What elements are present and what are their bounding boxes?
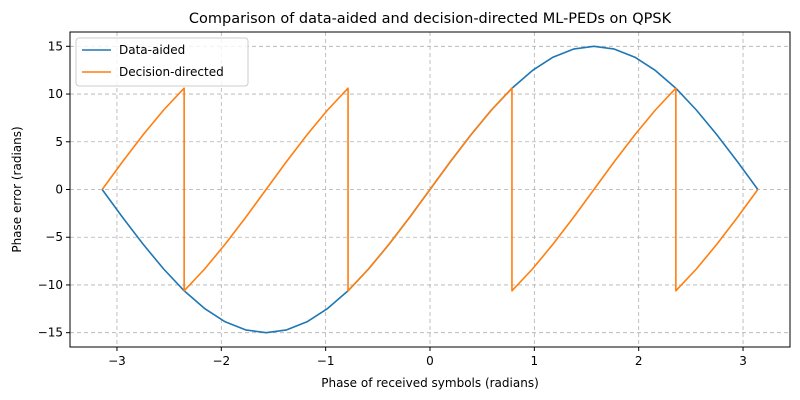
x-tick-label: −1 (317, 354, 335, 368)
legend-box (75, 37, 249, 87)
y-tick-label: −10 (38, 278, 63, 292)
plot-lines (101, 45, 759, 334)
y-tick-label: 0 (55, 183, 63, 197)
y-tick-label: 10 (48, 87, 63, 101)
y-tick-label: −15 (38, 326, 63, 340)
legend: Data-aided Decision-directed (75, 37, 249, 87)
y-axis-label: Phase error (radians) (10, 126, 24, 252)
x-tick-label: 0 (426, 354, 434, 368)
series-line-decision-directed (101, 87, 759, 292)
legend-label-decision-directed: Decision-directed (119, 65, 224, 79)
y-tick-label: 5 (55, 135, 63, 149)
chart-title: Comparison of data-aided and decision-di… (189, 11, 672, 27)
x-tick-label: 1 (531, 354, 539, 368)
x-tick-label: 2 (635, 354, 643, 368)
y-tick-label: 15 (48, 39, 63, 53)
x-tick-label: −2 (212, 354, 230, 368)
x-tick-label: 3 (739, 354, 747, 368)
y-tick-label: −5 (45, 230, 63, 244)
x-tick-label: −3 (108, 354, 126, 368)
legend-label-data-aided: Data-aided (119, 43, 185, 57)
x-axis-label: Phase of received symbols (radians) (321, 376, 539, 390)
